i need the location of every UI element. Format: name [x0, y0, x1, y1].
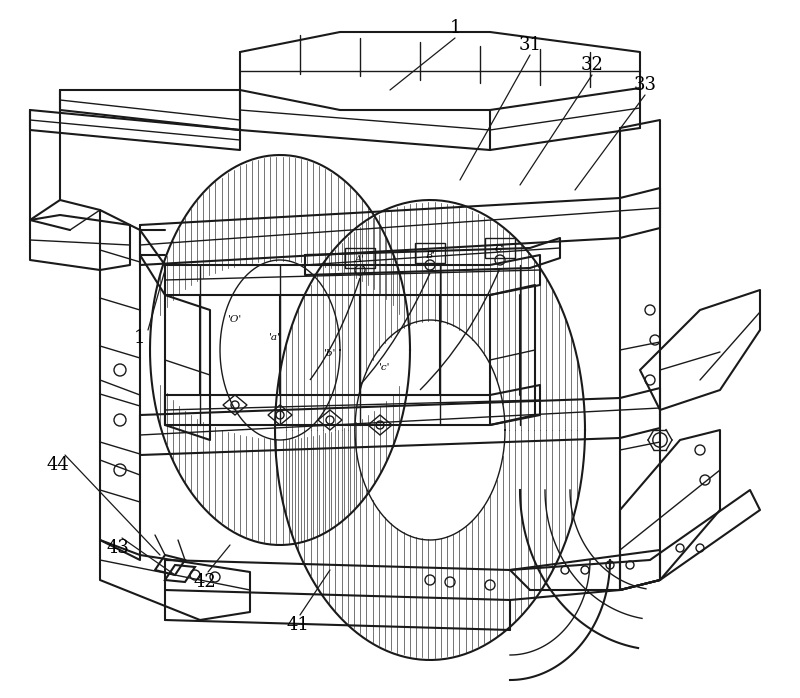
Text: 44: 44	[46, 456, 70, 474]
Text: 43: 43	[106, 539, 130, 557]
Text: A': A'	[355, 255, 365, 265]
Text: 'a': 'a'	[269, 334, 281, 343]
Text: 31: 31	[518, 36, 542, 54]
Text: 'O': 'O'	[228, 315, 242, 325]
Bar	[415, 243, 445, 263]
Text: 41: 41	[286, 616, 310, 634]
Text: 'b': 'b'	[324, 348, 336, 357]
Text: C': C'	[495, 246, 505, 255]
Text: 1: 1	[450, 19, 461, 37]
Text: 32: 32	[581, 56, 603, 74]
Text: 1: 1	[134, 329, 146, 347]
Text: 42: 42	[194, 573, 216, 591]
Text: 33: 33	[634, 76, 657, 94]
Bar	[485, 238, 515, 258]
Text: B': B'	[425, 251, 435, 260]
Bar	[345, 248, 375, 268]
Text: 'c': 'c'	[379, 364, 390, 373]
